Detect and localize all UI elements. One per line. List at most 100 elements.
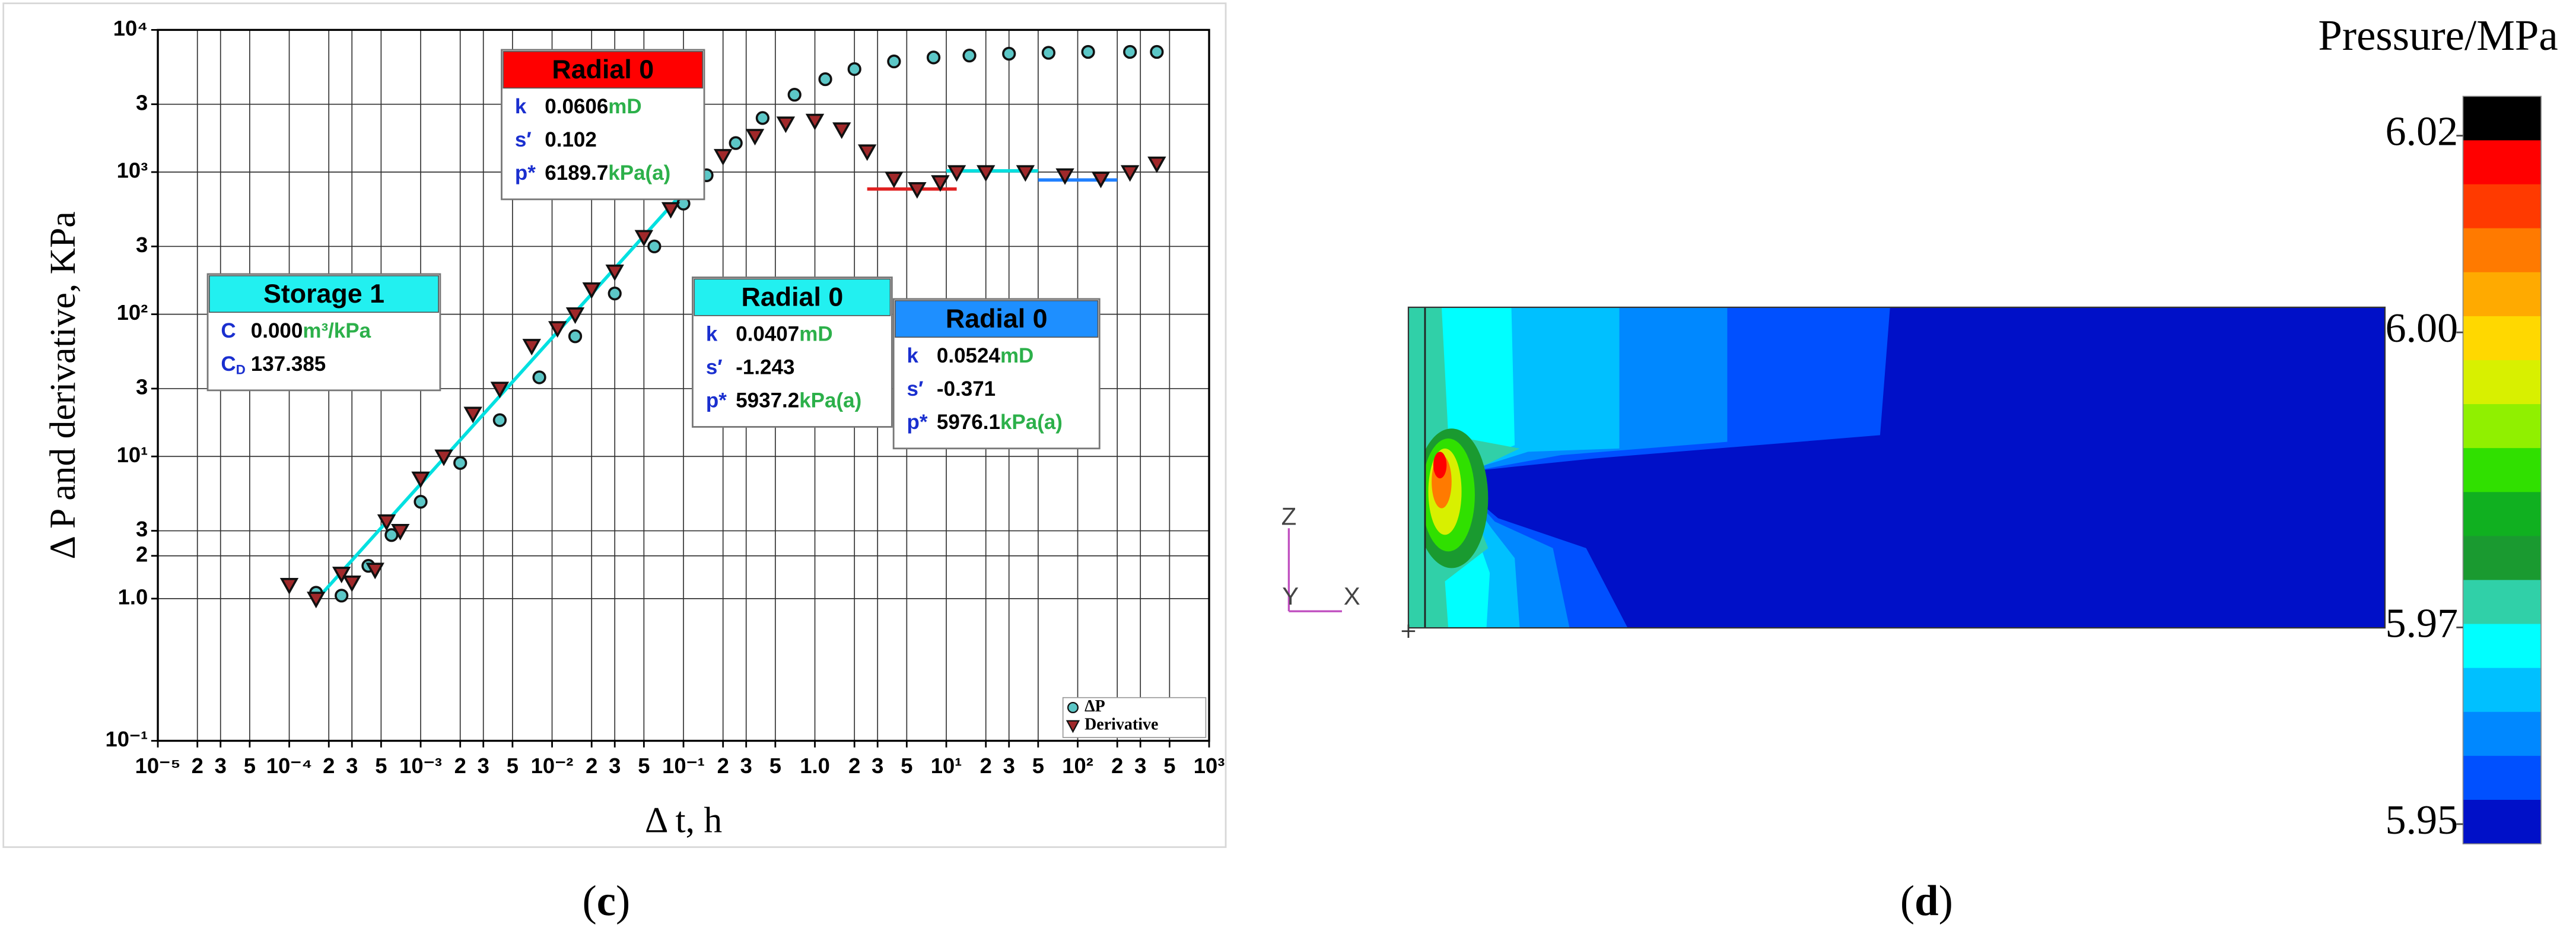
delta-p-point	[847, 62, 861, 77]
legend-label: ΔP	[1085, 697, 1105, 716]
derivative-point	[977, 165, 996, 182]
colorbar-band	[2463, 140, 2542, 185]
x-tick-label: 2	[980, 754, 992, 778]
x-tick-label: 3	[740, 754, 752, 778]
delta-p-point	[1150, 45, 1164, 59]
y-tick-label: 10³	[117, 158, 148, 183]
derivative-point	[377, 514, 396, 531]
caption-letter: d	[1914, 876, 1938, 924]
row-value: -1.243	[736, 356, 794, 379]
colorbar-band	[2463, 184, 2542, 229]
row-unit: m³/kPa	[303, 319, 371, 342]
colorbar-band	[2463, 448, 2542, 493]
x-tick-label: 3	[872, 754, 883, 778]
derivative-point	[908, 182, 927, 199]
legend-box	[1062, 697, 1207, 738]
derivative-point	[714, 149, 733, 166]
row-label: C	[221, 319, 236, 342]
delta-p-point	[962, 49, 977, 63]
panel-border	[2, 2, 1227, 848]
contour-band	[1433, 452, 1447, 479]
annotation-row: s′ -0.371	[907, 377, 996, 401]
annotation-row: p* 5976.1kPa(a)	[907, 411, 1063, 434]
annotation-row: s′ 0.102	[515, 128, 597, 151]
colorbar-tick-label: 5.95	[2386, 797, 2458, 843]
y-tick-label: 3	[136, 233, 148, 257]
derivative-point	[1147, 156, 1166, 173]
delta-p-point	[787, 88, 802, 102]
y-axis-label: Δ P and derivative, KPa	[43, 211, 83, 559]
triad-label: Y	[1282, 582, 1299, 610]
x-tick-label: 2	[323, 754, 335, 778]
delta-p-point	[608, 287, 622, 301]
x-tick-label: 2	[586, 754, 597, 778]
x-tick-label: 5	[244, 754, 256, 778]
derivative-point	[463, 406, 482, 424]
x-tick-label: 5	[638, 754, 650, 778]
x-tick-label: 10²	[1062, 754, 1093, 778]
delta-p-point	[492, 413, 507, 427]
delta-p-point	[335, 589, 349, 603]
x-tick-label: 5	[901, 754, 912, 778]
x-tick-label: 2	[717, 754, 729, 778]
delta-p-point	[926, 50, 941, 65]
caption-paren: )	[1939, 876, 1953, 924]
x-tick-label: 10¹	[931, 754, 962, 778]
caption-paren: )	[616, 876, 630, 924]
row-value: 137.385	[251, 352, 326, 376]
annotation-row: k 0.0524mD	[907, 344, 1034, 367]
contour-field	[1287, 306, 2386, 638]
annotation-header	[208, 275, 439, 313]
x-tick-label: 3	[1003, 754, 1015, 778]
row-value: 5937.2	[736, 389, 799, 412]
delta-p-point	[414, 495, 428, 509]
derivative-point	[634, 230, 654, 247]
delta-p-point	[755, 111, 770, 125]
row-label: s′	[907, 377, 924, 401]
x-axis-label: Δ t, h	[645, 800, 722, 841]
x-tick-label: 3	[215, 754, 227, 778]
legend-label: Derivative	[1085, 716, 1158, 734]
colorbar-tick-label: 5.97	[2386, 600, 2458, 646]
x-tick-label: 2	[1111, 754, 1123, 778]
x-tick-label: 5	[375, 754, 387, 778]
colorbar-band	[2463, 316, 2542, 361]
colorbar-band	[2463, 668, 2542, 713]
x-tick-label: 3	[1134, 754, 1146, 778]
x-tick-label: 3	[609, 754, 621, 778]
row-unit: mD	[799, 323, 832, 346]
triad-label: X	[1344, 582, 1360, 610]
x-tick-label: 3	[478, 754, 489, 778]
annotation-title: Radial 0	[552, 55, 654, 84]
row-label: p*	[515, 161, 536, 185]
derivative-point	[605, 264, 624, 281]
colorbar-tick-label: 6.02	[2386, 109, 2458, 155]
colorbar-tick-label: 6.00	[2386, 306, 2458, 351]
annotation-row: p* 5937.2kPa(a)	[706, 389, 861, 412]
colorbar-band	[2463, 580, 2542, 625]
annotation-row: k 0.0606mD	[515, 95, 642, 118]
derivative-point	[434, 449, 453, 466]
x-tick-label: 5	[1032, 754, 1044, 778]
y-tick-label: 10⁴	[113, 16, 148, 40]
y-tick-label: 1.0	[118, 584, 148, 609]
annotation-title: Radial 0	[946, 304, 1048, 333]
delta-p-point	[568, 329, 583, 344]
derivative-point	[745, 129, 765, 146]
row-unit: kPa(a)	[799, 389, 861, 412]
caption-paren: (	[582, 876, 596, 924]
row-value: 6189.7	[545, 161, 608, 185]
well-strip	[1408, 307, 1425, 628]
x-tick-label: 10⁻²	[531, 754, 574, 778]
x-tick-label: 5	[507, 754, 519, 778]
x-tick-label: 5	[1163, 754, 1175, 778]
row-unit: mD	[1000, 344, 1033, 367]
colorbar-band	[2463, 536, 2542, 581]
derivative-point	[332, 567, 351, 584]
x-tick-label: 10⁻⁴	[266, 754, 313, 778]
derivative-point	[307, 592, 326, 609]
colorbar-frame	[2462, 96, 2542, 844]
derivative-point	[342, 575, 361, 592]
